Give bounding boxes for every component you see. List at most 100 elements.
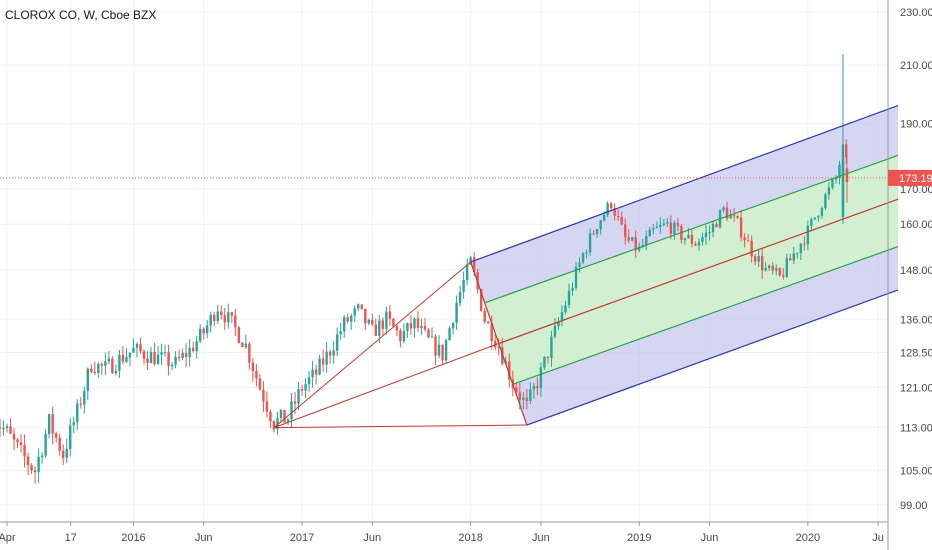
candle-body [701, 237, 704, 242]
candle-body [149, 351, 153, 363]
candle-body [90, 368, 93, 372]
pitchfork-handle-a-c[interactable] [273, 424, 527, 429]
candle-body [508, 361, 511, 380]
last-candle-body [845, 168, 849, 182]
last-price-tag [888, 169, 932, 186]
candle-body [216, 311, 219, 321]
candle-body [444, 340, 448, 361]
candle-body [771, 265, 774, 271]
candle-body [437, 344, 441, 356]
candle-body [662, 223, 666, 225]
candle-body [782, 275, 785, 277]
candle-body [599, 220, 602, 230]
candle-body [532, 385, 536, 390]
candle-body [560, 312, 564, 322]
y-tick-label: 99.00 [900, 500, 928, 512]
candle-body [100, 363, 104, 366]
candle-body [343, 317, 346, 332]
candle-body [430, 336, 434, 338]
candle-body [645, 236, 648, 246]
candle-body [325, 351, 328, 365]
pitchfork-channel[interactable] [470, 105, 898, 426]
candle-body [711, 223, 715, 233]
candle-body [522, 397, 525, 400]
candle-body [571, 287, 574, 291]
candle-body [12, 433, 16, 440]
candle-body [51, 414, 54, 434]
y-tick-label: 190.00 [900, 119, 932, 131]
candle-body [132, 347, 135, 353]
inner-channel-fill[interactable] [484, 155, 898, 385]
outer-upper-line[interactable] [470, 104, 899, 263]
candle-body [441, 344, 444, 361]
candle-body [146, 358, 149, 363]
candle-body [40, 455, 44, 457]
candle-body [750, 240, 753, 257]
candle-body [827, 187, 831, 195]
inner-upper-line[interactable] [484, 154, 899, 304]
candle-body [54, 433, 58, 438]
candle-body [550, 336, 553, 359]
candle-body [697, 241, 701, 246]
candle-body [346, 317, 349, 322]
candle-body [37, 456, 40, 473]
candle-body [416, 318, 420, 328]
candle-body [655, 226, 659, 229]
candle-body [213, 314, 216, 321]
candle-body [803, 243, 806, 245]
candle-body [799, 243, 803, 253]
candle-body [739, 217, 743, 238]
x-tick-label: Jun [701, 532, 719, 544]
candle-body [732, 215, 736, 217]
candle-body [592, 233, 595, 235]
candle-body [501, 347, 504, 364]
candle-body [434, 336, 437, 356]
candle-body [227, 312, 230, 323]
candle-body [300, 389, 304, 391]
pitchfork-lines[interactable] [0, 104, 899, 429]
y-tick-label: 136.00 [900, 314, 932, 326]
candle-body [518, 392, 522, 400]
pitchfork-median-line[interactable] [498, 198, 899, 345]
candle-body [93, 371, 97, 374]
outer-lower-line[interactable] [526, 289, 899, 426]
candle-body [297, 389, 300, 404]
candle-body [448, 328, 451, 341]
candle-body [174, 356, 177, 365]
candle-body [286, 419, 290, 423]
candle-body [395, 326, 399, 331]
candle-body [177, 356, 181, 359]
candle-body [606, 203, 609, 215]
candle-body [279, 409, 283, 419]
candle-body [427, 329, 430, 338]
candle-body [690, 234, 694, 244]
candle-body [722, 207, 725, 211]
candle-body [328, 351, 332, 356]
x-tick-label: 2016 [121, 532, 145, 544]
candle-body [191, 347, 195, 352]
candle-body [290, 401, 293, 420]
spike-candle-body [841, 161, 845, 217]
candle-body [494, 341, 497, 348]
candle-body [72, 422, 75, 426]
candle-body [595, 229, 599, 234]
candle-body [371, 319, 374, 325]
candle-body [609, 203, 613, 209]
pitchfork-median-start[interactable] [273, 343, 499, 429]
candle-body [153, 351, 156, 365]
candle-body [588, 233, 592, 253]
candle-body [26, 456, 30, 466]
candle-body [339, 331, 342, 335]
candle-body [69, 425, 72, 450]
candle-body [357, 304, 360, 309]
candle-body [529, 389, 532, 401]
candle-body [458, 291, 462, 303]
candle-body [673, 222, 676, 235]
candle-body [564, 305, 567, 313]
pitchfork-handle-a-b[interactable] [273, 261, 471, 429]
candle-body [241, 342, 244, 348]
candle-body [627, 237, 630, 241]
inner-lower-line[interactable] [512, 246, 899, 385]
